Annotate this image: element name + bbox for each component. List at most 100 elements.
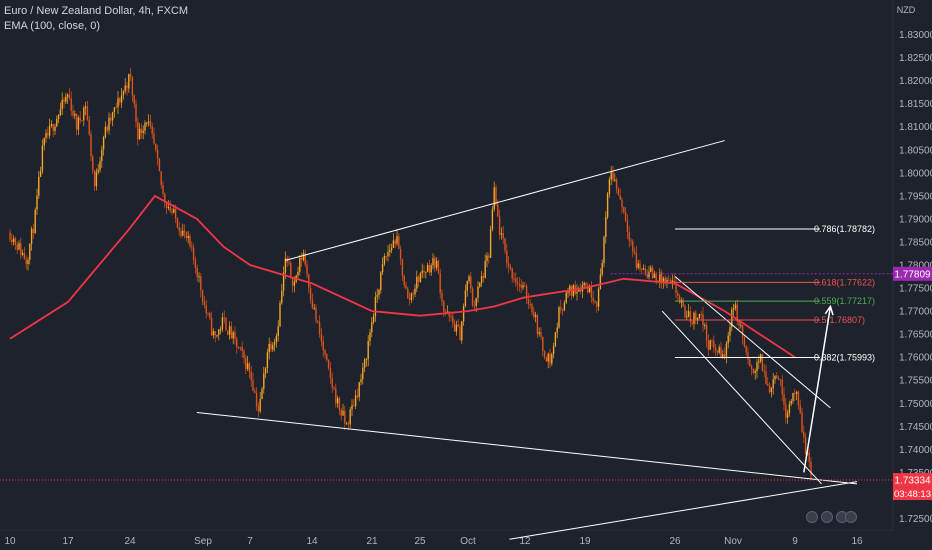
candle-body: [108, 117, 110, 131]
candle-body: [180, 231, 182, 236]
candle-body: [599, 274, 602, 289]
candle-body: [111, 111, 114, 121]
candle-body: [354, 395, 357, 407]
candle-body: [187, 235, 189, 238]
candle-body: [81, 120, 83, 122]
x-tick-label: 21: [366, 536, 378, 547]
candle-body: [470, 276, 472, 289]
candle-body: [651, 267, 654, 279]
candle-body: [531, 304, 533, 313]
x-tick-label: Sep: [194, 536, 212, 547]
candle-body: [210, 318, 213, 336]
candle-body: [698, 314, 701, 318]
candle-body: [25, 259, 27, 264]
trendline-bottom-support[interactable]: [509, 481, 858, 540]
candle-body: [533, 312, 535, 317]
candle-body: [169, 206, 171, 211]
candle-body: [561, 309, 564, 311]
candle-body: [740, 324, 742, 326]
event-icon[interactable]: [845, 511, 857, 523]
candle-body: [630, 240, 632, 242]
candle-body: [700, 314, 702, 315]
candle-body: [36, 195, 38, 210]
candle-body: [705, 325, 708, 341]
candle-body: [419, 273, 422, 282]
candle-body: [284, 258, 287, 273]
candle-body: [162, 185, 164, 194]
candle-body: [360, 379, 362, 383]
candle-body: [569, 285, 571, 292]
candle-body: [513, 278, 515, 280]
candle-body: [723, 354, 726, 357]
candle-body: [504, 238, 506, 251]
candle-body: [461, 321, 463, 341]
candle-body: [219, 329, 222, 331]
candle-body: [410, 293, 413, 300]
candle-body: [367, 341, 369, 360]
candle-body: [716, 350, 719, 353]
candle-body: [173, 209, 175, 213]
candle-body: [293, 281, 296, 286]
trendline-lower-channel[interactable]: [196, 411, 858, 485]
y-tick-label: 1.74500: [899, 422, 932, 433]
candle-body: [671, 280, 674, 283]
candle-body: [403, 275, 405, 285]
candle-body: [45, 133, 47, 138]
event-icon[interactable]: [806, 511, 818, 523]
candle-body: [95, 171, 98, 187]
candle-body: [347, 423, 350, 425]
candle-body: [624, 212, 627, 221]
candle-body: [714, 347, 717, 351]
candle-body: [669, 280, 672, 283]
candle-body: [212, 331, 215, 336]
candle-body: [380, 272, 382, 291]
candle-body: [497, 204, 499, 217]
candle-body: [279, 303, 281, 327]
candle-body: [309, 287, 312, 300]
candle-body: [777, 378, 780, 380]
candle-body: [725, 343, 728, 357]
candle-body: [275, 335, 278, 343]
candle-body: [30, 228, 33, 244]
trendline-wedge-upper[interactable]: [674, 276, 831, 409]
y-tick-label: 1.82000: [899, 76, 932, 87]
candle-body: [246, 363, 249, 369]
candle-body: [509, 266, 512, 269]
candle-body: [192, 247, 195, 260]
x-tick-label: Oct: [460, 536, 476, 547]
candle-body: [50, 124, 53, 127]
candle-body: [272, 344, 274, 350]
candle-body: [743, 337, 746, 346]
candle-body: [338, 398, 341, 410]
candle-body: [336, 398, 339, 404]
candle-body: [239, 347, 242, 349]
candle-body: [507, 263, 510, 267]
candle-body: [61, 99, 63, 110]
candle-body: [426, 265, 429, 272]
candle-body: [88, 119, 90, 135]
candle-body: [668, 279, 670, 281]
event-icon[interactable]: [821, 511, 833, 523]
x-tick-label: 19: [579, 536, 591, 547]
candle-body: [9, 232, 11, 240]
candle-body: [327, 359, 330, 368]
candle-body: [126, 85, 128, 89]
candle-body: [578, 289, 580, 292]
candle-body: [392, 240, 395, 248]
candle-body: [648, 271, 650, 278]
candle-body: [405, 284, 407, 289]
candle-body: [678, 295, 681, 303]
candle-body: [421, 270, 423, 273]
candle-body: [408, 298, 411, 300]
candle-body: [425, 271, 427, 273]
candle-body: [381, 263, 384, 273]
trendline-upper-channel[interactable]: [285, 140, 725, 261]
candle-body: [786, 413, 789, 418]
candle-body: [471, 288, 474, 306]
last-price-label: 1.73334: [894, 476, 931, 487]
trendline-wedge-lower[interactable]: [661, 310, 822, 485]
candle-body: [122, 91, 125, 96]
candle-body: [54, 126, 56, 131]
